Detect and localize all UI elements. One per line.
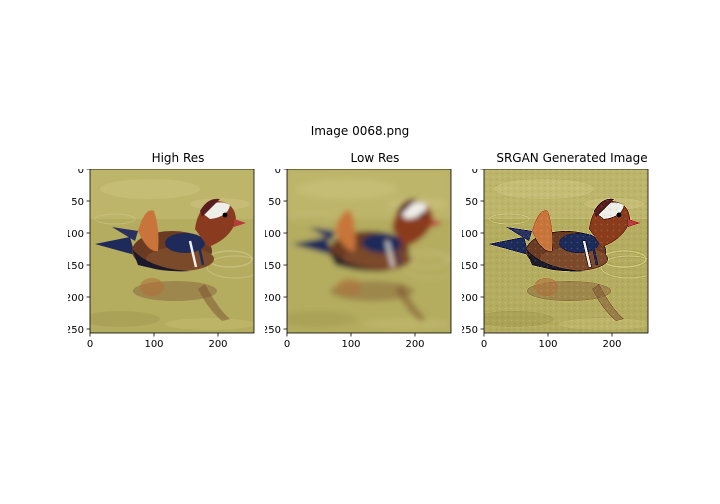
y-axis: 0 50 100 150 200 250 (68, 169, 90, 336)
x-tick-label: 100 (538, 339, 557, 350)
axes: 0 50 100 150 200 250 0 100 200 (68, 169, 255, 350)
panel-srgan: SRGAN Generated Image 0 50 100 150 (462, 150, 682, 350)
y-tick-label: 150 (462, 261, 478, 272)
y-tick-label: 0 (78, 169, 84, 176)
y-tick-label: 100 (68, 229, 84, 240)
y-tick-label: 200 (462, 293, 478, 304)
y-tick-label: 100 (265, 229, 281, 240)
y-tick-label: 150 (68, 261, 84, 272)
y-tick-label: 50 (71, 197, 84, 208)
x-tick-label: 0 (481, 339, 487, 350)
x-tick-label: 0 (87, 339, 93, 350)
x-axis: 0 100 200 (481, 333, 622, 350)
panel-title: SRGAN Generated Image (496, 151, 648, 165)
y-tick-label: 250 (68, 325, 84, 336)
y-tick-label: 200 (265, 293, 281, 304)
y-tick-label: 0 (472, 169, 478, 176)
y-tick-label: 50 (465, 197, 478, 208)
x-tick-label: 100 (341, 339, 360, 350)
y-tick-label: 50 (268, 197, 281, 208)
y-tick-label: 250 (462, 325, 478, 336)
y-tick-label: 100 (462, 229, 478, 240)
panel-title: High Res (151, 151, 205, 165)
y-axis: 0 50 100 150 200 250 (265, 169, 287, 336)
y-tick-label: 200 (68, 293, 84, 304)
x-axis: 0 100 200 (284, 333, 425, 350)
axes: 0 50 100 150 200 250 0 100 200 (265, 169, 452, 350)
x-tick-label: 200 (405, 339, 424, 350)
y-tick-label: 250 (265, 325, 281, 336)
x-tick-label: 0 (284, 339, 290, 350)
axes: 0 50 100 150 200 250 0 100 200 (462, 169, 649, 350)
figure-title: Image 0068.png (310, 124, 410, 138)
panel-title: Low Res (350, 151, 400, 165)
panel-high-res: High Res (68, 150, 288, 350)
x-tick-label: 200 (602, 339, 621, 350)
y-axis: 0 50 100 150 200 250 (462, 169, 484, 336)
y-tick-label: 0 (275, 169, 281, 176)
x-tick-label: 200 (208, 339, 227, 350)
panel-low-res: Low Res 0 50 100 150 200 250 0 (265, 150, 485, 350)
x-tick-label: 100 (144, 339, 163, 350)
x-axis: 0 100 200 (87, 333, 228, 350)
y-tick-label: 150 (265, 261, 281, 272)
